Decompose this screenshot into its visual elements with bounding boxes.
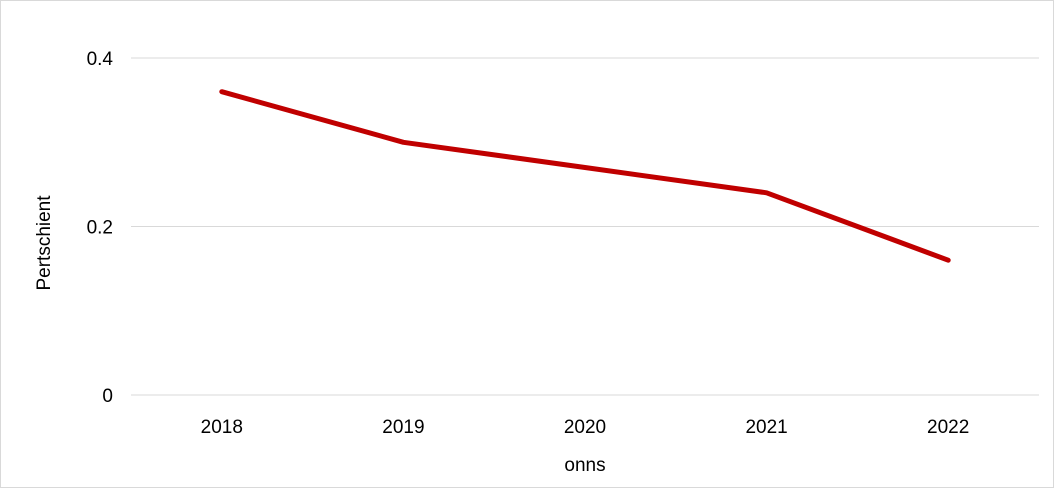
y-tick-label: 0.4 [87,49,114,70]
gridlines [131,57,1039,396]
y-tick-label: 0.2 [87,218,113,239]
data-point [764,190,769,195]
x-tick-label: 2022 [927,417,969,438]
x-tick-labels: 2018 2019 2020 2021 2022 [201,417,970,438]
y-tick-labels: 0 0.2 0.4 [87,49,114,407]
x-tick-label: 2019 [382,417,424,438]
x-tick-label: 2020 [564,417,606,438]
data-point [401,140,406,145]
series-layer [219,89,951,263]
data-point [583,165,587,170]
y-axis-title: Pertschient [34,195,55,291]
data-point [946,258,951,263]
x-tick-label: 2018 [201,417,243,438]
series-line-0 [219,89,951,263]
x-axis-title: onns [564,455,605,476]
x-tick-label: 2021 [745,417,787,438]
y-tick-label: 0 [102,386,113,407]
data-point [219,89,224,94]
